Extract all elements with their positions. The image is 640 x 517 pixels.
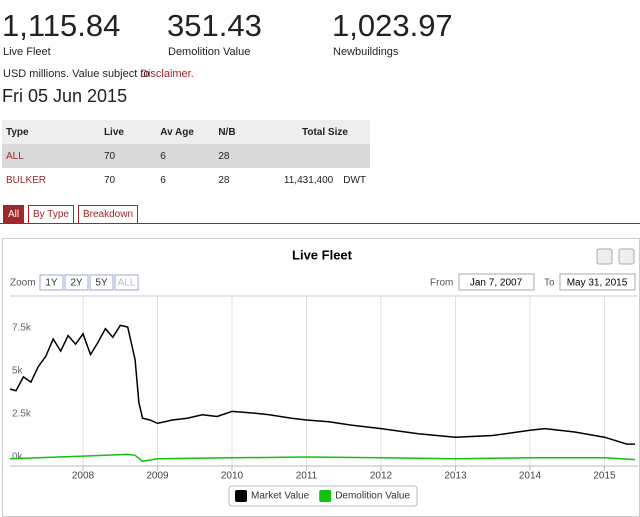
- table-cell: Live: [100, 120, 156, 144]
- x-tick-label: 2008: [72, 471, 95, 482]
- tab-rule: [0, 223, 640, 224]
- legend-label: Market Value: [251, 491, 310, 502]
- x-tick-label: 2011: [296, 471, 318, 482]
- date: Fri 05 Jun 2015: [2, 86, 128, 106]
- legend-label: Demolition Value: [335, 491, 410, 502]
- x-tick-label: 2014: [519, 471, 542, 482]
- zoom-button[interactable]: [39, 274, 64, 291]
- table-cell[interactable]: BULKER: [2, 168, 100, 192]
- table-cell: 11,431,400 DWT: [280, 168, 370, 192]
- cell-text: 28: [218, 174, 230, 186]
- cell-text: 28: [218, 150, 230, 162]
- zoom-button[interactable]: [89, 274, 114, 291]
- stat-value: 351.43: [167, 8, 262, 43]
- series-line: [9, 453, 636, 463]
- print-button[interactable]: [596, 248, 613, 265]
- legend-swatch: [319, 490, 332, 502]
- table-cell: 6: [156, 168, 214, 192]
- from-date: Jan 7, 2007: [470, 278, 523, 289]
- note: USD millions. Value subject to: [3, 68, 150, 80]
- x-tick-label: 2013: [444, 471, 467, 482]
- cell-text: 6: [160, 150, 166, 162]
- x-tick-label: 2009: [146, 471, 169, 482]
- from-input[interactable]: [458, 273, 535, 291]
- fleet-table: Type Live Av Age N/B Total Size ALL 70 6 28 BULKE…: [2, 120, 370, 192]
- download-button[interactable]: [618, 248, 635, 265]
- zoom-label: Zoom: [10, 278, 36, 289]
- tab[interactable]: By Type: [28, 205, 74, 224]
- zoom-button[interactable]: [64, 274, 89, 291]
- table-cell: 6: [156, 144, 214, 168]
- y-tick-label: 2.5k: [12, 409, 32, 420]
- zoom-button-label: ALL: [118, 278, 136, 289]
- table-cell: 70: [100, 168, 156, 192]
- cell-text: Total Size: [301, 126, 348, 138]
- chart-title: Live Fleet: [292, 247, 353, 262]
- table-cell[interactable]: ALL: [2, 144, 100, 168]
- cell-text: 11,431,400: [283, 174, 334, 186]
- cell-text: N/B: [218, 126, 236, 138]
- table-cell: 70: [100, 144, 156, 168]
- table-cell: [280, 144, 370, 168]
- cell-text: ALL: [6, 150, 24, 162]
- to-input[interactable]: [559, 273, 636, 291]
- zoom-button-label: 2Y: [70, 278, 83, 289]
- x-tick-label: 2012: [370, 471, 393, 482]
- unit: DWT: [343, 174, 366, 186]
- tab[interactable]: Breakdown: [78, 205, 139, 224]
- cell-text: 70: [103, 150, 116, 162]
- cell-text: Live: [103, 126, 124, 138]
- stat-label: Demolition Value: [168, 46, 251, 58]
- table-cell: Av Age: [156, 120, 214, 144]
- y-tick-label: 5k: [12, 366, 24, 377]
- cell-text: 6: [160, 174, 166, 186]
- from-label: From: [430, 278, 453, 289]
- y-tick-label: 0k: [12, 452, 24, 463]
- zoom-button[interactable]: [114, 274, 139, 291]
- chart: Live Fleet Zoom 1Y 2Y 5Y ALL From Jan 7, 2007 To…: [2, 238, 640, 517]
- stat-value: 1,023.97: [332, 8, 453, 43]
- x-tick-label: 2010: [221, 471, 244, 482]
- table-cell: 28: [214, 168, 280, 192]
- x-tick-label: 2015: [593, 471, 616, 482]
- table-cell: Total Size: [280, 120, 370, 144]
- cell-text: BULKER: [6, 174, 47, 186]
- table-cell: 28: [214, 144, 280, 168]
- zoom-button-label: 1Y: [45, 278, 58, 289]
- stat-label: Live Fleet: [3, 46, 51, 58]
- cell-text: Av Age: [160, 126, 194, 138]
- stat-label: Newbuildings: [333, 46, 399, 58]
- table-row: Type Live Av Age N/B Total Size: [2, 120, 370, 144]
- table-row: BULKER 70 6 28 11,431,400 DWT: [2, 168, 370, 192]
- table-cell: N/B: [214, 120, 280, 144]
- y-tick-label: 7.5k: [12, 323, 32, 334]
- stat-value: 1,115.84: [2, 8, 121, 43]
- cell-text: Type: [6, 126, 29, 138]
- table-cell: Type: [2, 120, 100, 144]
- table-row: ALL 70 6 28: [2, 144, 370, 168]
- to-label: To: [544, 278, 555, 289]
- cell-text: 70: [103, 174, 116, 186]
- disclaimer-link[interactable]: Disclaimer.: [140, 68, 194, 80]
- series-line: [9, 324, 635, 445]
- legend-swatch: [235, 490, 247, 502]
- zoom-button-label: 5Y: [95, 278, 108, 289]
- tab[interactable]: All: [3, 205, 25, 224]
- to-date: May 31, 2015: [567, 278, 628, 289]
